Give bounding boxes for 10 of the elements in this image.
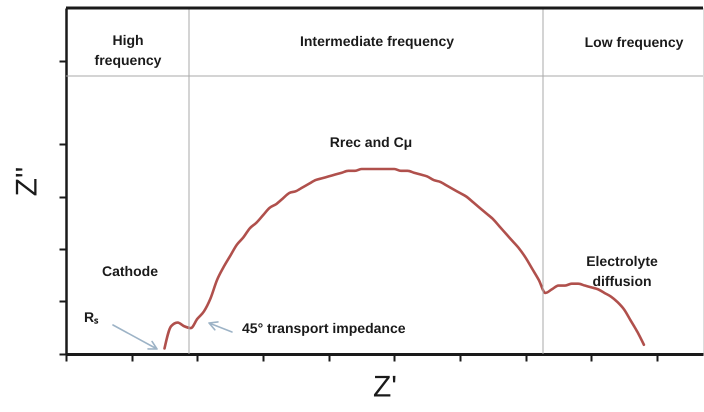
text: High frequency <box>94 32 162 68</box>
annotation: Cathode <box>102 263 158 279</box>
x-axis-title: Z' <box>372 370 398 404</box>
y-axis-title: Z'' <box>10 166 44 196</box>
annotation: Electrolyte diffusion <box>586 253 658 289</box>
annotation: Rₛ <box>84 309 100 325</box>
text: Intermediate frequency <box>300 33 454 49</box>
annotation: 45° transport impedance <box>242 320 406 336</box>
text: Low frequency <box>584 34 684 50</box>
text: Rrec and Cμ <box>330 134 412 150</box>
